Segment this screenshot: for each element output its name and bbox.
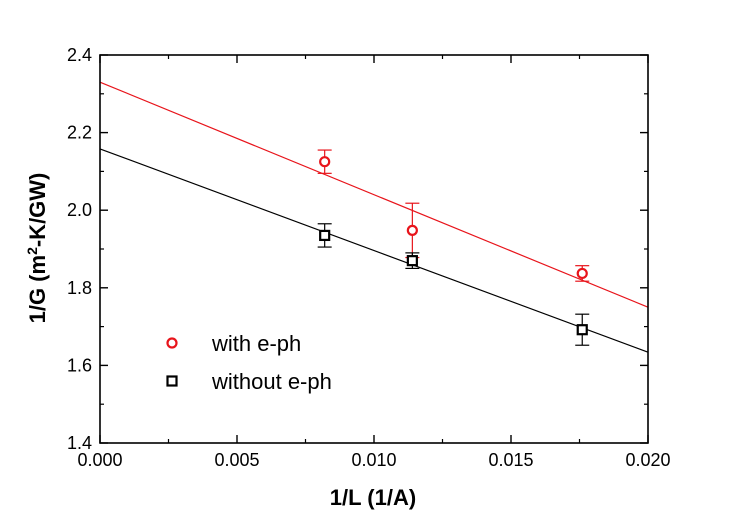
y-tick-label: 2.0 bbox=[67, 200, 92, 220]
data-point bbox=[406, 224, 418, 236]
y-tick-label: 2.2 bbox=[67, 123, 92, 143]
y-axis-title-superscript: 2 bbox=[24, 247, 40, 255]
y-axis-title-main: 1/G (m bbox=[25, 255, 50, 323]
fit-line bbox=[99, 148, 649, 353]
y-axis-title: 1/G (m2-K/GW) bbox=[24, 173, 50, 324]
legend: with e-ph without e-ph bbox=[166, 331, 332, 394]
legend-label: without e-ph bbox=[211, 369, 332, 394]
x-tick-label: 0.000 bbox=[77, 450, 122, 470]
fit-line bbox=[99, 81, 649, 308]
axes: 0.000 0.005 0.010 0.015 0.020 1.4 1.6 1.8 2.0 2.2… bbox=[67, 45, 671, 470]
data-point bbox=[319, 156, 331, 168]
y-tick-label: 2.4 bbox=[67, 45, 92, 65]
y-tick-label: 1.6 bbox=[67, 355, 92, 375]
y-tick-label: 1.8 bbox=[67, 278, 92, 298]
data-point bbox=[319, 229, 331, 242]
y-tick-label: 1.4 bbox=[67, 433, 92, 453]
x-tick-label: 0.020 bbox=[625, 450, 670, 470]
plot-area bbox=[99, 81, 649, 353]
x-tick-label: 0.005 bbox=[214, 450, 259, 470]
x-tick-label: 0.015 bbox=[488, 450, 533, 470]
data-point bbox=[406, 255, 418, 267]
plot-frame bbox=[99, 54, 649, 444]
y-axis-title-tail: -K/GW) bbox=[25, 173, 50, 248]
legend-marker bbox=[166, 375, 178, 387]
data-point bbox=[576, 267, 588, 280]
legend-label: with e-ph bbox=[211, 331, 301, 356]
series-without-e-ph bbox=[99, 148, 649, 353]
x-axis-title: 1/L (1/A) bbox=[330, 485, 416, 510]
data-point bbox=[576, 324, 588, 336]
legend-marker bbox=[166, 337, 178, 349]
series-with-e-ph bbox=[99, 81, 649, 308]
x-tick-label: 0.010 bbox=[351, 450, 396, 470]
